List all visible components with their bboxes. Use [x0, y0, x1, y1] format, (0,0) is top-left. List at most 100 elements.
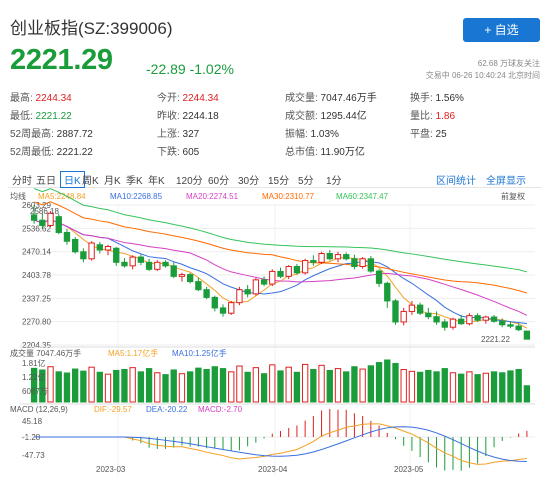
candle-body	[80, 251, 87, 260]
volume-bar	[392, 362, 399, 403]
candle-body	[425, 312, 432, 318]
add-to-watchlist-button[interactable]: + 自选	[463, 18, 540, 42]
volume-bar	[39, 369, 46, 403]
volume-bar	[129, 367, 136, 403]
tab-10[interactable]: 15分	[268, 176, 290, 187]
dea-line	[34, 426, 527, 463]
stat-3: 换手: 1.56%	[410, 89, 464, 104]
stat-label: 最高:	[10, 93, 33, 104]
volume-bar	[433, 371, 440, 403]
candle-body	[416, 304, 424, 314]
high-annotation: 2586.18	[30, 207, 59, 216]
candle-body	[351, 258, 358, 268]
price-change: -22.89 -1.02%	[146, 61, 234, 77]
candle-body	[96, 244, 103, 251]
volume-bar	[104, 373, 112, 403]
candle-body	[466, 315, 473, 325]
candle-body	[301, 260, 309, 274]
ma10-line	[33, 219, 527, 325]
volume-bar	[178, 373, 186, 403]
tab-1[interactable]: 五日	[36, 176, 56, 187]
tab-2[interactable]: 日K	[60, 171, 85, 188]
stat-2: 成交量: 7047.46万手	[285, 89, 377, 104]
stat-value: 1.03%	[307, 129, 339, 140]
tab-4[interactable]: 月K	[104, 176, 121, 187]
tab-6[interactable]: 年K	[148, 176, 165, 187]
candle-body	[113, 247, 120, 263]
stat-label: 昨收:	[157, 111, 180, 122]
y-axis-label: 2470.14	[22, 248, 51, 257]
volume-bar	[195, 367, 202, 403]
fullscreen-link[interactable]: 全屏显示	[486, 176, 526, 187]
candle-body	[63, 231, 71, 242]
candle-body	[310, 260, 317, 263]
tab-5[interactable]: 季K	[126, 176, 143, 187]
stat-value: 2887.72	[53, 129, 93, 140]
macd-dea-legend: DEA:-20.22	[146, 405, 188, 414]
adjust-toggle: 前复权	[501, 191, 525, 201]
tab-12[interactable]: 1分	[326, 176, 342, 187]
ma10-legend: MA10:2268.85	[110, 192, 163, 201]
tab-11[interactable]: 5分	[298, 176, 314, 187]
candle-body	[375, 270, 383, 284]
volume-bar	[310, 369, 317, 403]
candle-body	[170, 265, 177, 277]
volume-bar	[252, 367, 260, 403]
volume-bar	[211, 366, 218, 403]
volume-bar	[359, 368, 366, 403]
volume-bar	[96, 371, 103, 403]
stat-label: 振幅:	[285, 129, 308, 140]
candle-body	[104, 246, 112, 251]
candle-body	[186, 274, 194, 283]
chart-period-tabs: 分时 五日 日K 周K 月K 季K 年K 120分 60分 30分 15分 5分 1分 区间统计 全屏显示	[8, 171, 542, 188]
volume-bar	[400, 369, 407, 403]
volume-bar	[186, 371, 194, 403]
x-axis-label: 2023-04	[258, 465, 288, 474]
ma60-legend: MA60:2347.47	[336, 192, 389, 201]
tab-3[interactable]: 周K	[82, 176, 99, 187]
volume-bar	[441, 368, 448, 403]
stat-label: 52周最高:	[10, 129, 54, 140]
candle-body	[318, 253, 325, 263]
candle-body	[145, 261, 153, 270]
stat-label: 成交额:	[285, 111, 318, 122]
tab-7[interactable]: 120分	[176, 176, 203, 187]
stat-value: 2244.34	[32, 93, 72, 104]
volume-bar	[219, 368, 227, 403]
candle-body	[334, 254, 342, 260]
stat-13: 下跌: 605	[157, 143, 199, 158]
tab-8[interactable]: 60分	[208, 176, 230, 187]
stat-4: 最低: 2221.22	[10, 107, 72, 122]
volume-bar	[458, 373, 465, 403]
volume-ma5-legend: MA5:1.17亿手	[108, 348, 158, 358]
volume-bar	[228, 371, 235, 403]
candle-body	[211, 296, 218, 309]
candle-body	[121, 261, 128, 267]
stat-label: 下跌:	[157, 147, 180, 158]
stat-value: 1.56%	[432, 93, 464, 104]
volume-bar	[367, 365, 375, 403]
stat-1: 今开: 2244.34	[157, 89, 219, 104]
candle-body	[326, 253, 333, 260]
ma30-legend: MA30:2310.77	[262, 192, 315, 201]
volume-bar	[318, 364, 325, 403]
stat-value: 2221.22	[32, 111, 72, 122]
volume-bar	[334, 368, 342, 403]
tab-9[interactable]: 30分	[238, 176, 260, 187]
tab-0[interactable]: 分时	[12, 176, 32, 187]
followers-count: 62.68 万球友关注	[477, 59, 540, 68]
stat-value: 11.90万亿	[317, 147, 365, 158]
candle-body	[392, 300, 399, 323]
x-axis-label: 2023-05	[394, 465, 424, 474]
candle-body	[269, 270, 276, 285]
current-price: 2221.29	[10, 44, 113, 76]
candle-body	[490, 316, 498, 322]
candle-body	[236, 289, 243, 304]
stat-12: 52周最低: 2221.22	[10, 143, 93, 158]
volume-bar	[293, 371, 301, 403]
y-axis-label: 2270.80	[22, 318, 51, 327]
volume-bar	[236, 365, 243, 403]
range-stats-link[interactable]: 区间统计	[436, 176, 476, 187]
y-axis-label: 2403.78	[22, 271, 51, 280]
